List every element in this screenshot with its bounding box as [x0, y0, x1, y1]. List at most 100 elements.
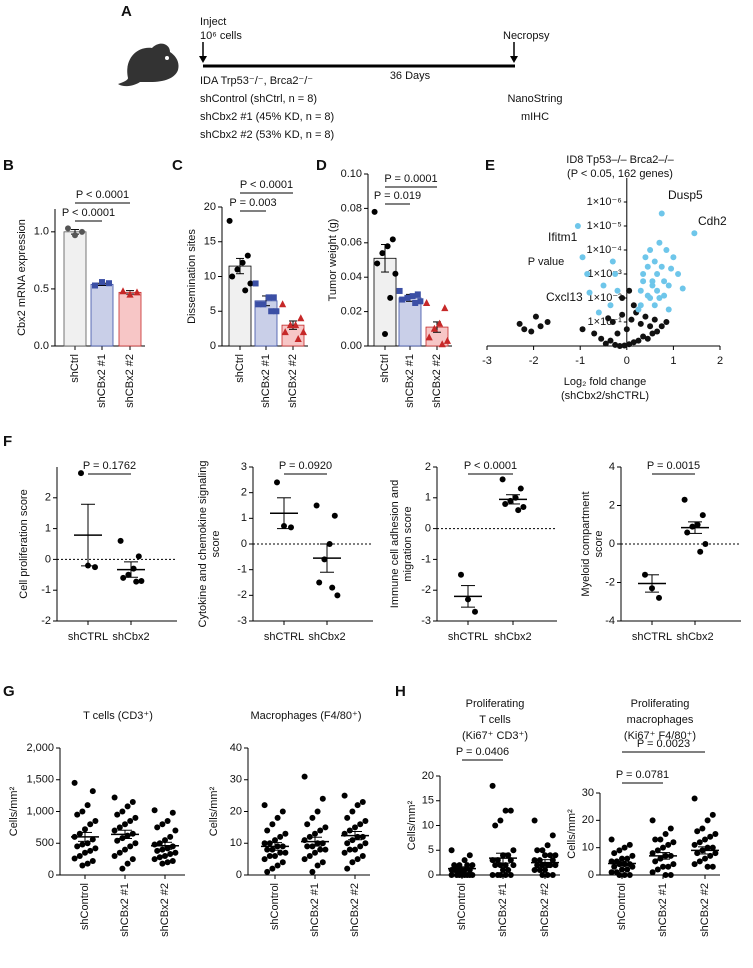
y-axis-label: score	[210, 531, 222, 558]
volcano-point	[647, 247, 654, 253]
y-tick-label: 1×10⁻⁴	[586, 244, 622, 256]
y-tick-label: 1.0	[34, 226, 49, 238]
point	[507, 807, 514, 814]
point	[344, 865, 351, 872]
point	[707, 833, 714, 840]
point	[387, 294, 394, 301]
point	[281, 328, 289, 336]
point	[544, 842, 551, 849]
point	[297, 314, 305, 322]
point	[438, 340, 446, 348]
point	[132, 814, 139, 821]
volcano-point	[607, 337, 614, 344]
point	[520, 504, 527, 511]
point	[156, 854, 163, 861]
point	[497, 872, 504, 878]
point	[626, 872, 633, 878]
point	[704, 817, 711, 824]
point	[357, 821, 364, 828]
point	[515, 507, 522, 514]
point	[656, 594, 662, 601]
x-tick-label: shCBx2 #2	[159, 883, 171, 937]
point	[151, 807, 158, 814]
point	[154, 847, 161, 854]
y-tick-label: 0	[241, 538, 247, 550]
y-tick-label: 2	[45, 492, 51, 504]
chart-title: (Ki67⁺ CD3⁺)	[462, 730, 528, 742]
point	[649, 869, 656, 876]
point	[461, 857, 468, 864]
volcano-point	[612, 271, 619, 277]
point	[129, 856, 136, 863]
point	[534, 847, 541, 854]
point	[354, 802, 361, 809]
point	[294, 335, 302, 343]
y-tick-label: 5	[210, 305, 216, 317]
point	[229, 273, 236, 280]
y-tick-label: -3	[421, 615, 431, 627]
volcano-point	[637, 302, 644, 309]
volcano-point	[691, 230, 698, 237]
point	[269, 865, 276, 872]
point	[334, 592, 341, 599]
point	[510, 847, 517, 854]
point	[84, 860, 91, 867]
point	[269, 846, 276, 853]
point	[404, 294, 411, 301]
point	[319, 859, 326, 866]
point	[510, 862, 517, 869]
point	[264, 868, 271, 875]
point	[458, 571, 464, 578]
volcano-point	[665, 306, 672, 313]
volcano-point	[642, 254, 649, 261]
panel-letter: G	[3, 683, 15, 700]
panel-letter: A	[121, 3, 132, 20]
panel-letter: B	[3, 157, 14, 174]
y-tick-label: -4	[605, 615, 615, 627]
arrow-head	[199, 56, 207, 63]
point	[127, 818, 134, 825]
point	[684, 529, 691, 536]
point	[430, 324, 438, 332]
y-tick-label: 1	[241, 512, 247, 524]
y-tick-label: 1,000	[26, 805, 54, 817]
point	[539, 847, 546, 854]
x-tick-label: shCBx2 #1	[497, 883, 509, 937]
y-tick-label: 10	[422, 819, 434, 831]
x-tick-label: 0	[624, 355, 630, 367]
x-tick-label: shControl	[79, 883, 91, 930]
point	[657, 836, 664, 843]
point	[505, 867, 512, 874]
point	[699, 825, 706, 832]
point	[268, 308, 275, 315]
y-axis-label: Cells/mm²	[406, 800, 418, 850]
volcano-point	[658, 323, 665, 330]
volcano-point	[591, 330, 598, 337]
point	[292, 321, 300, 329]
y-tick-label: 15	[422, 795, 434, 807]
x-tick-label: shControl	[456, 883, 468, 930]
point	[114, 811, 121, 818]
point	[704, 844, 711, 851]
p-value: P = 0.0920	[279, 460, 332, 472]
point	[531, 817, 538, 824]
y-tick-label: 1	[45, 523, 51, 535]
point	[341, 792, 348, 799]
y-tick-label: -1	[41, 584, 51, 596]
point	[691, 841, 698, 848]
point	[712, 831, 719, 837]
point	[649, 850, 656, 857]
volcano-point	[658, 210, 665, 217]
point	[162, 852, 168, 859]
chart-title: Proliferating	[466, 698, 525, 710]
point	[79, 841, 86, 848]
arrow-head	[510, 56, 518, 63]
volcano-point	[528, 328, 535, 335]
volcano-point	[628, 316, 635, 323]
y-tick-label: 1×10⁻⁶	[587, 196, 622, 208]
x-tick-label: shCbx2	[308, 631, 345, 643]
group-label: shCbx2 #1 (45% KD, n = 8)	[200, 111, 334, 123]
point	[167, 833, 174, 840]
point	[164, 818, 171, 825]
point	[660, 844, 666, 851]
